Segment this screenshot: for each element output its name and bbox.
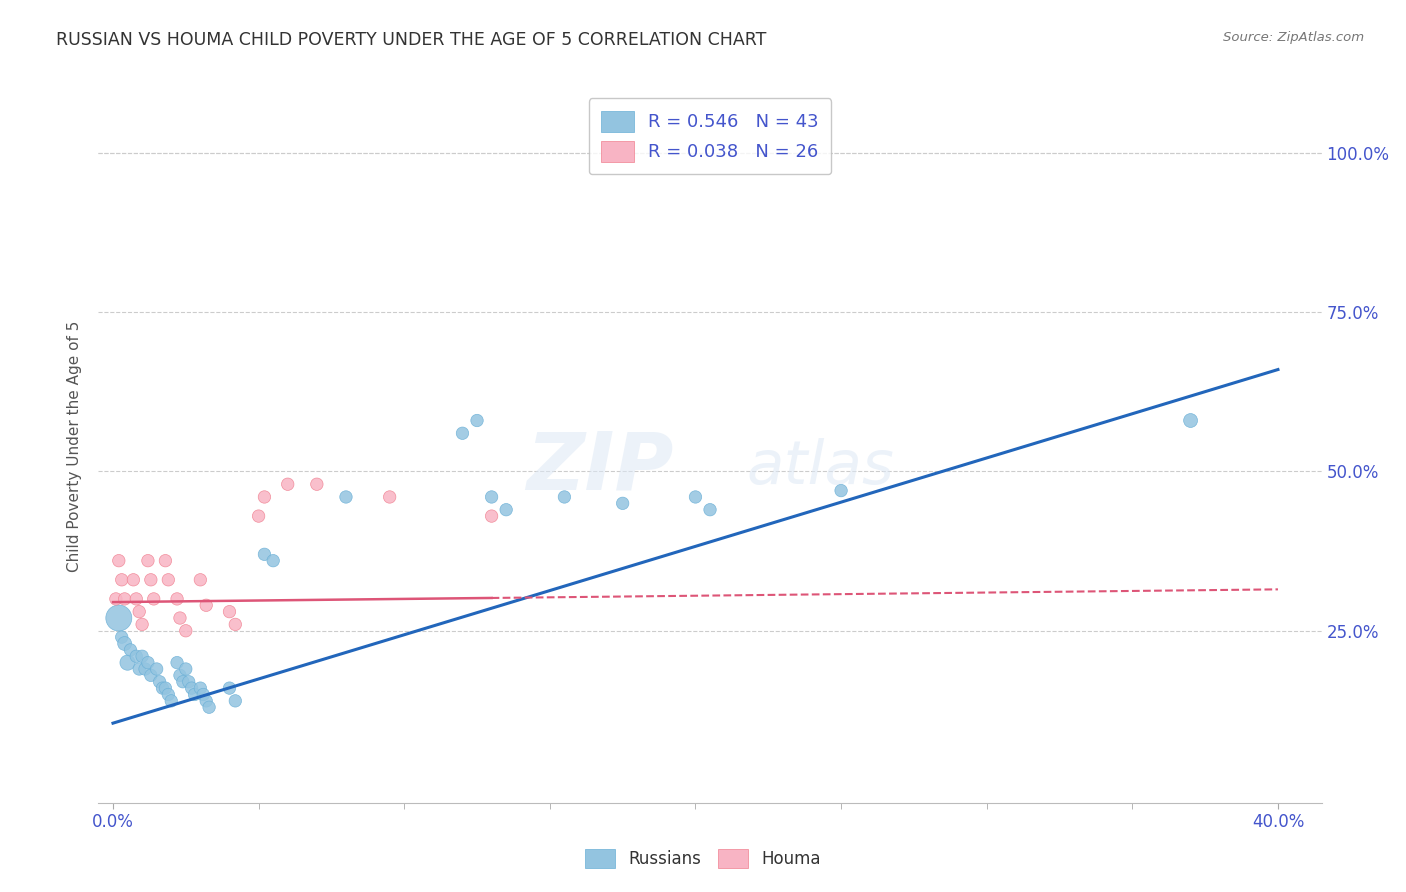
Point — [125, 591, 148, 606]
Point — [120, 643, 142, 657]
Point — [305, 477, 328, 491]
Text: atlas: atlas — [747, 438, 894, 497]
Point — [125, 649, 148, 664]
Point — [224, 694, 246, 708]
Point — [699, 502, 721, 516]
Point — [830, 483, 852, 498]
Point — [1180, 413, 1202, 427]
Point — [451, 426, 474, 441]
Point — [174, 624, 197, 638]
Legend: Russians, Houma: Russians, Houma — [578, 842, 828, 875]
Point — [465, 413, 488, 427]
Point — [122, 573, 145, 587]
Point — [111, 630, 134, 644]
Point — [378, 490, 401, 504]
Point — [218, 681, 240, 695]
Point — [157, 573, 180, 587]
Point — [195, 694, 218, 708]
Point — [136, 656, 159, 670]
Point — [108, 554, 131, 568]
Point — [253, 490, 276, 504]
Point — [481, 509, 503, 524]
Point — [612, 496, 634, 510]
Point — [253, 547, 276, 561]
Point — [114, 591, 136, 606]
Point — [335, 490, 357, 504]
Point — [188, 573, 212, 587]
Point — [177, 674, 200, 689]
Point — [136, 554, 159, 568]
Point — [193, 688, 215, 702]
Point — [262, 554, 284, 568]
Point — [174, 662, 197, 676]
Point — [134, 662, 156, 676]
Point — [172, 674, 194, 689]
Point — [224, 617, 246, 632]
Point — [155, 681, 177, 695]
Point — [111, 573, 134, 587]
Point — [198, 700, 221, 714]
Point — [114, 636, 136, 650]
Point — [139, 668, 162, 682]
Point — [166, 591, 188, 606]
Point — [128, 605, 150, 619]
Text: ZIP: ZIP — [526, 428, 673, 507]
Point — [155, 554, 177, 568]
Point — [277, 477, 299, 491]
Point — [142, 591, 165, 606]
Point — [169, 611, 191, 625]
Point — [188, 681, 212, 695]
Point — [104, 591, 127, 606]
Point — [481, 490, 503, 504]
Point — [166, 656, 188, 670]
Point — [139, 573, 162, 587]
Point — [495, 502, 517, 516]
Point — [685, 490, 707, 504]
Point — [160, 694, 183, 708]
Y-axis label: Child Poverty Under the Age of 5: Child Poverty Under the Age of 5 — [67, 320, 83, 572]
Point — [131, 617, 153, 632]
Point — [152, 681, 174, 695]
Point — [128, 662, 150, 676]
Text: Source: ZipAtlas.com: Source: ZipAtlas.com — [1223, 31, 1364, 45]
Point — [145, 662, 167, 676]
Point — [180, 681, 202, 695]
Point — [195, 599, 218, 613]
Point — [131, 649, 153, 664]
Point — [117, 656, 139, 670]
Text: RUSSIAN VS HOUMA CHILD POVERTY UNDER THE AGE OF 5 CORRELATION CHART: RUSSIAN VS HOUMA CHILD POVERTY UNDER THE… — [56, 31, 766, 49]
Point — [169, 668, 191, 682]
Point — [218, 605, 240, 619]
Legend: R = 0.546   N = 43, R = 0.038   N = 26: R = 0.546 N = 43, R = 0.038 N = 26 — [589, 98, 831, 174]
Point — [157, 688, 180, 702]
Point — [247, 509, 270, 524]
Point — [183, 688, 205, 702]
Point — [108, 611, 131, 625]
Point — [149, 674, 172, 689]
Point — [553, 490, 575, 504]
